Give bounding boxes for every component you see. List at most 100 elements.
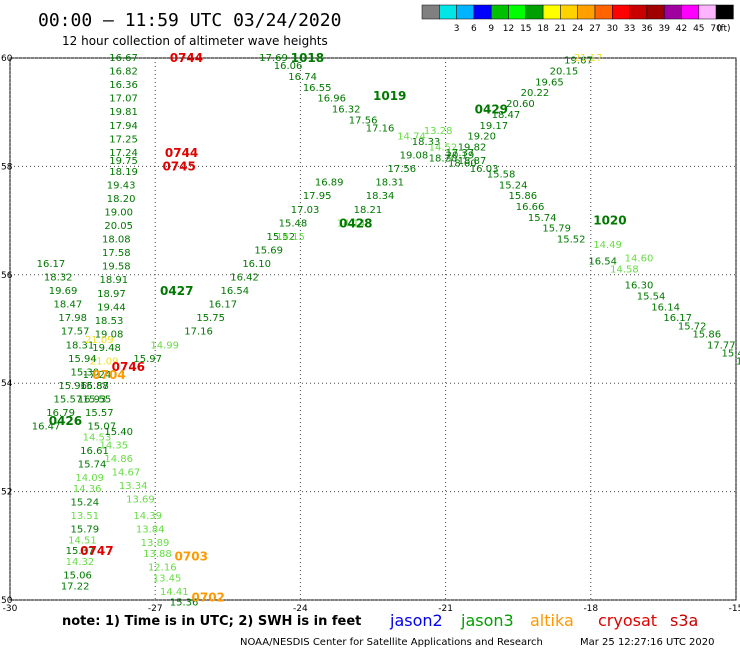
- swh-value-label: 17.58: [102, 248, 131, 259]
- swh-value-label: 15.94: [68, 354, 97, 365]
- scale-swatch: [698, 4, 717, 20]
- scale-swatch: [542, 4, 561, 20]
- swh-value-label: 16.61: [80, 446, 109, 457]
- swh-value-label: 16.66: [516, 202, 545, 213]
- swh-value-label: 13.69: [126, 495, 155, 506]
- swh-value-label: 19.08: [400, 151, 429, 162]
- longitude-tick-label: -15: [729, 604, 740, 614]
- swh-value-label: 20.22: [521, 88, 550, 99]
- swh-value-label: 16.47: [32, 422, 61, 433]
- pass-time-label: 0746: [112, 360, 145, 374]
- swh-value-label: 16.32: [332, 104, 361, 115]
- swh-value-label: 13.84: [136, 525, 165, 536]
- swh-value-label: 15.55: [83, 394, 112, 405]
- latitude-tick-label: 60: [1, 54, 13, 64]
- swh-value-label: 15.07: [87, 422, 116, 433]
- swh-value-label: 21.17: [574, 53, 603, 64]
- satellite-name: jason3: [460, 611, 514, 630]
- scale-tick-label: 27: [589, 24, 600, 34]
- swh-value-label: 18.08: [102, 235, 131, 246]
- swh-color-scale: 3 6 9 12 15 18 21 24 27 30 33 36 39 42 45 70: [421, 4, 734, 34]
- pass-time-label: 0744: [165, 146, 198, 160]
- scale-tick-label: 42: [676, 24, 687, 34]
- swh-value-label: 16.03: [470, 164, 499, 175]
- page-title: 00:00 – 11:59 UTC 03/24/2020: [38, 10, 341, 31]
- swh-value-label: 20.19: [446, 151, 475, 162]
- swh-value-label: 19.17: [479, 121, 508, 132]
- swh-value-label: 14.39: [133, 511, 162, 522]
- scale-swatch: [525, 4, 544, 20]
- swh-value-label: 17.95: [303, 191, 332, 202]
- swh-value-label: 16.06: [274, 61, 303, 72]
- swh-value-label: 16.74: [288, 72, 317, 83]
- swh-value-label: 15.74: [78, 460, 107, 471]
- scale-tick-label: 6: [471, 24, 477, 34]
- swh-value-label: 17.57: [61, 327, 90, 338]
- swh-value-label: 15.52: [557, 235, 586, 246]
- longitude-tick-label: -24: [293, 604, 308, 614]
- longitude-tick-label: -18: [583, 604, 598, 614]
- swh-value-label: 15.79: [542, 224, 571, 235]
- swh-value-label: 14.35: [100, 441, 129, 452]
- swh-value-label: 16.17: [37, 259, 66, 270]
- swh-value-label: 14.09: [75, 473, 104, 484]
- scale-tick-label: 24: [572, 24, 584, 34]
- swh-value-label: 17.37: [446, 148, 475, 159]
- swh-value-label: 17.56: [349, 115, 378, 126]
- satellite-name: cryosat: [598, 611, 657, 630]
- swh-value-label: 18.21: [354, 205, 383, 216]
- swh-value-label: 13.34: [119, 481, 148, 492]
- latitude-tick-label: 52: [1, 488, 12, 498]
- scale-tick-label: 45: [693, 24, 704, 34]
- swh-value-label: 17.24: [83, 370, 112, 381]
- swh-value-label: 16.67: [109, 53, 138, 64]
- swh-value-label: 19.08: [95, 329, 124, 340]
- swh-value-label: 14.86: [104, 454, 133, 465]
- swh-value-label: 18.97: [97, 289, 126, 300]
- swh-value-label: 14.53: [83, 432, 112, 443]
- pass-time-label: 0704: [92, 368, 125, 382]
- swh-value-label: 17.07: [109, 94, 138, 105]
- swh-values: 16.67 16.82 16.36 17.07 19.81 17.94 17.25 17.24…: [32, 53, 740, 609]
- swh-value-label: 18.31: [375, 178, 404, 189]
- swh-value-label: 14.60: [625, 254, 654, 265]
- pass-time-label: 0744: [170, 51, 203, 65]
- scale-tick-label: 30: [607, 24, 619, 34]
- swh-value-label: 16.54: [588, 256, 617, 267]
- scale-tick-label: 12: [503, 24, 514, 34]
- swh-value-label: 17.77: [707, 340, 736, 351]
- swh-value-label: 15.06: [63, 571, 92, 582]
- swh-value-label: 16.54: [221, 286, 250, 297]
- pass-time-label: 0745: [162, 159, 195, 173]
- swh-value-label: 15.24: [71, 497, 100, 508]
- page-subtitle: 12 hour collection of altimeter wave hei…: [62, 34, 328, 48]
- scale-tick-label: 39: [658, 24, 670, 34]
- scale-tick-label: 33: [624, 24, 635, 34]
- swh-value-label: 15.86: [692, 329, 721, 340]
- swh-value-label: 16.93: [78, 394, 107, 405]
- scale-swatch: [421, 4, 440, 20]
- legend-note: note: 1) Time is in UTC; 2) SWH is in fe…: [62, 614, 361, 629]
- swh-value-label: 18.34: [366, 191, 395, 202]
- scale-tick-label: 9: [488, 24, 494, 34]
- scale-swatch: [490, 4, 509, 20]
- scale-tick-label: 36: [641, 24, 653, 34]
- longitude-tick-label: -30: [3, 604, 18, 614]
- swh-value-label: 16.17: [663, 313, 692, 324]
- plot-border: [9, 57, 737, 601]
- swh-value-label: 16.14: [651, 302, 680, 313]
- scale-swatch: [715, 4, 734, 20]
- swh-value-label: 18.19: [109, 167, 138, 178]
- swh-value-label: 16.96: [317, 94, 346, 105]
- swh-value-label: 19.20: [467, 132, 496, 143]
- swh-value-label: 13.28: [424, 126, 453, 137]
- swh-value-label: 15.2: [736, 357, 740, 368]
- swh-value-label: 15.57: [54, 394, 83, 405]
- swh-value-label: 18.87: [458, 156, 487, 167]
- swh-value-label: 16.36: [109, 80, 138, 91]
- swh-value-label: 15.48: [279, 218, 308, 229]
- swh-value-label: 18.32: [44, 273, 73, 284]
- swh-value-label: 17.69: [259, 53, 288, 64]
- swh-value-label: 16.55: [303, 83, 332, 94]
